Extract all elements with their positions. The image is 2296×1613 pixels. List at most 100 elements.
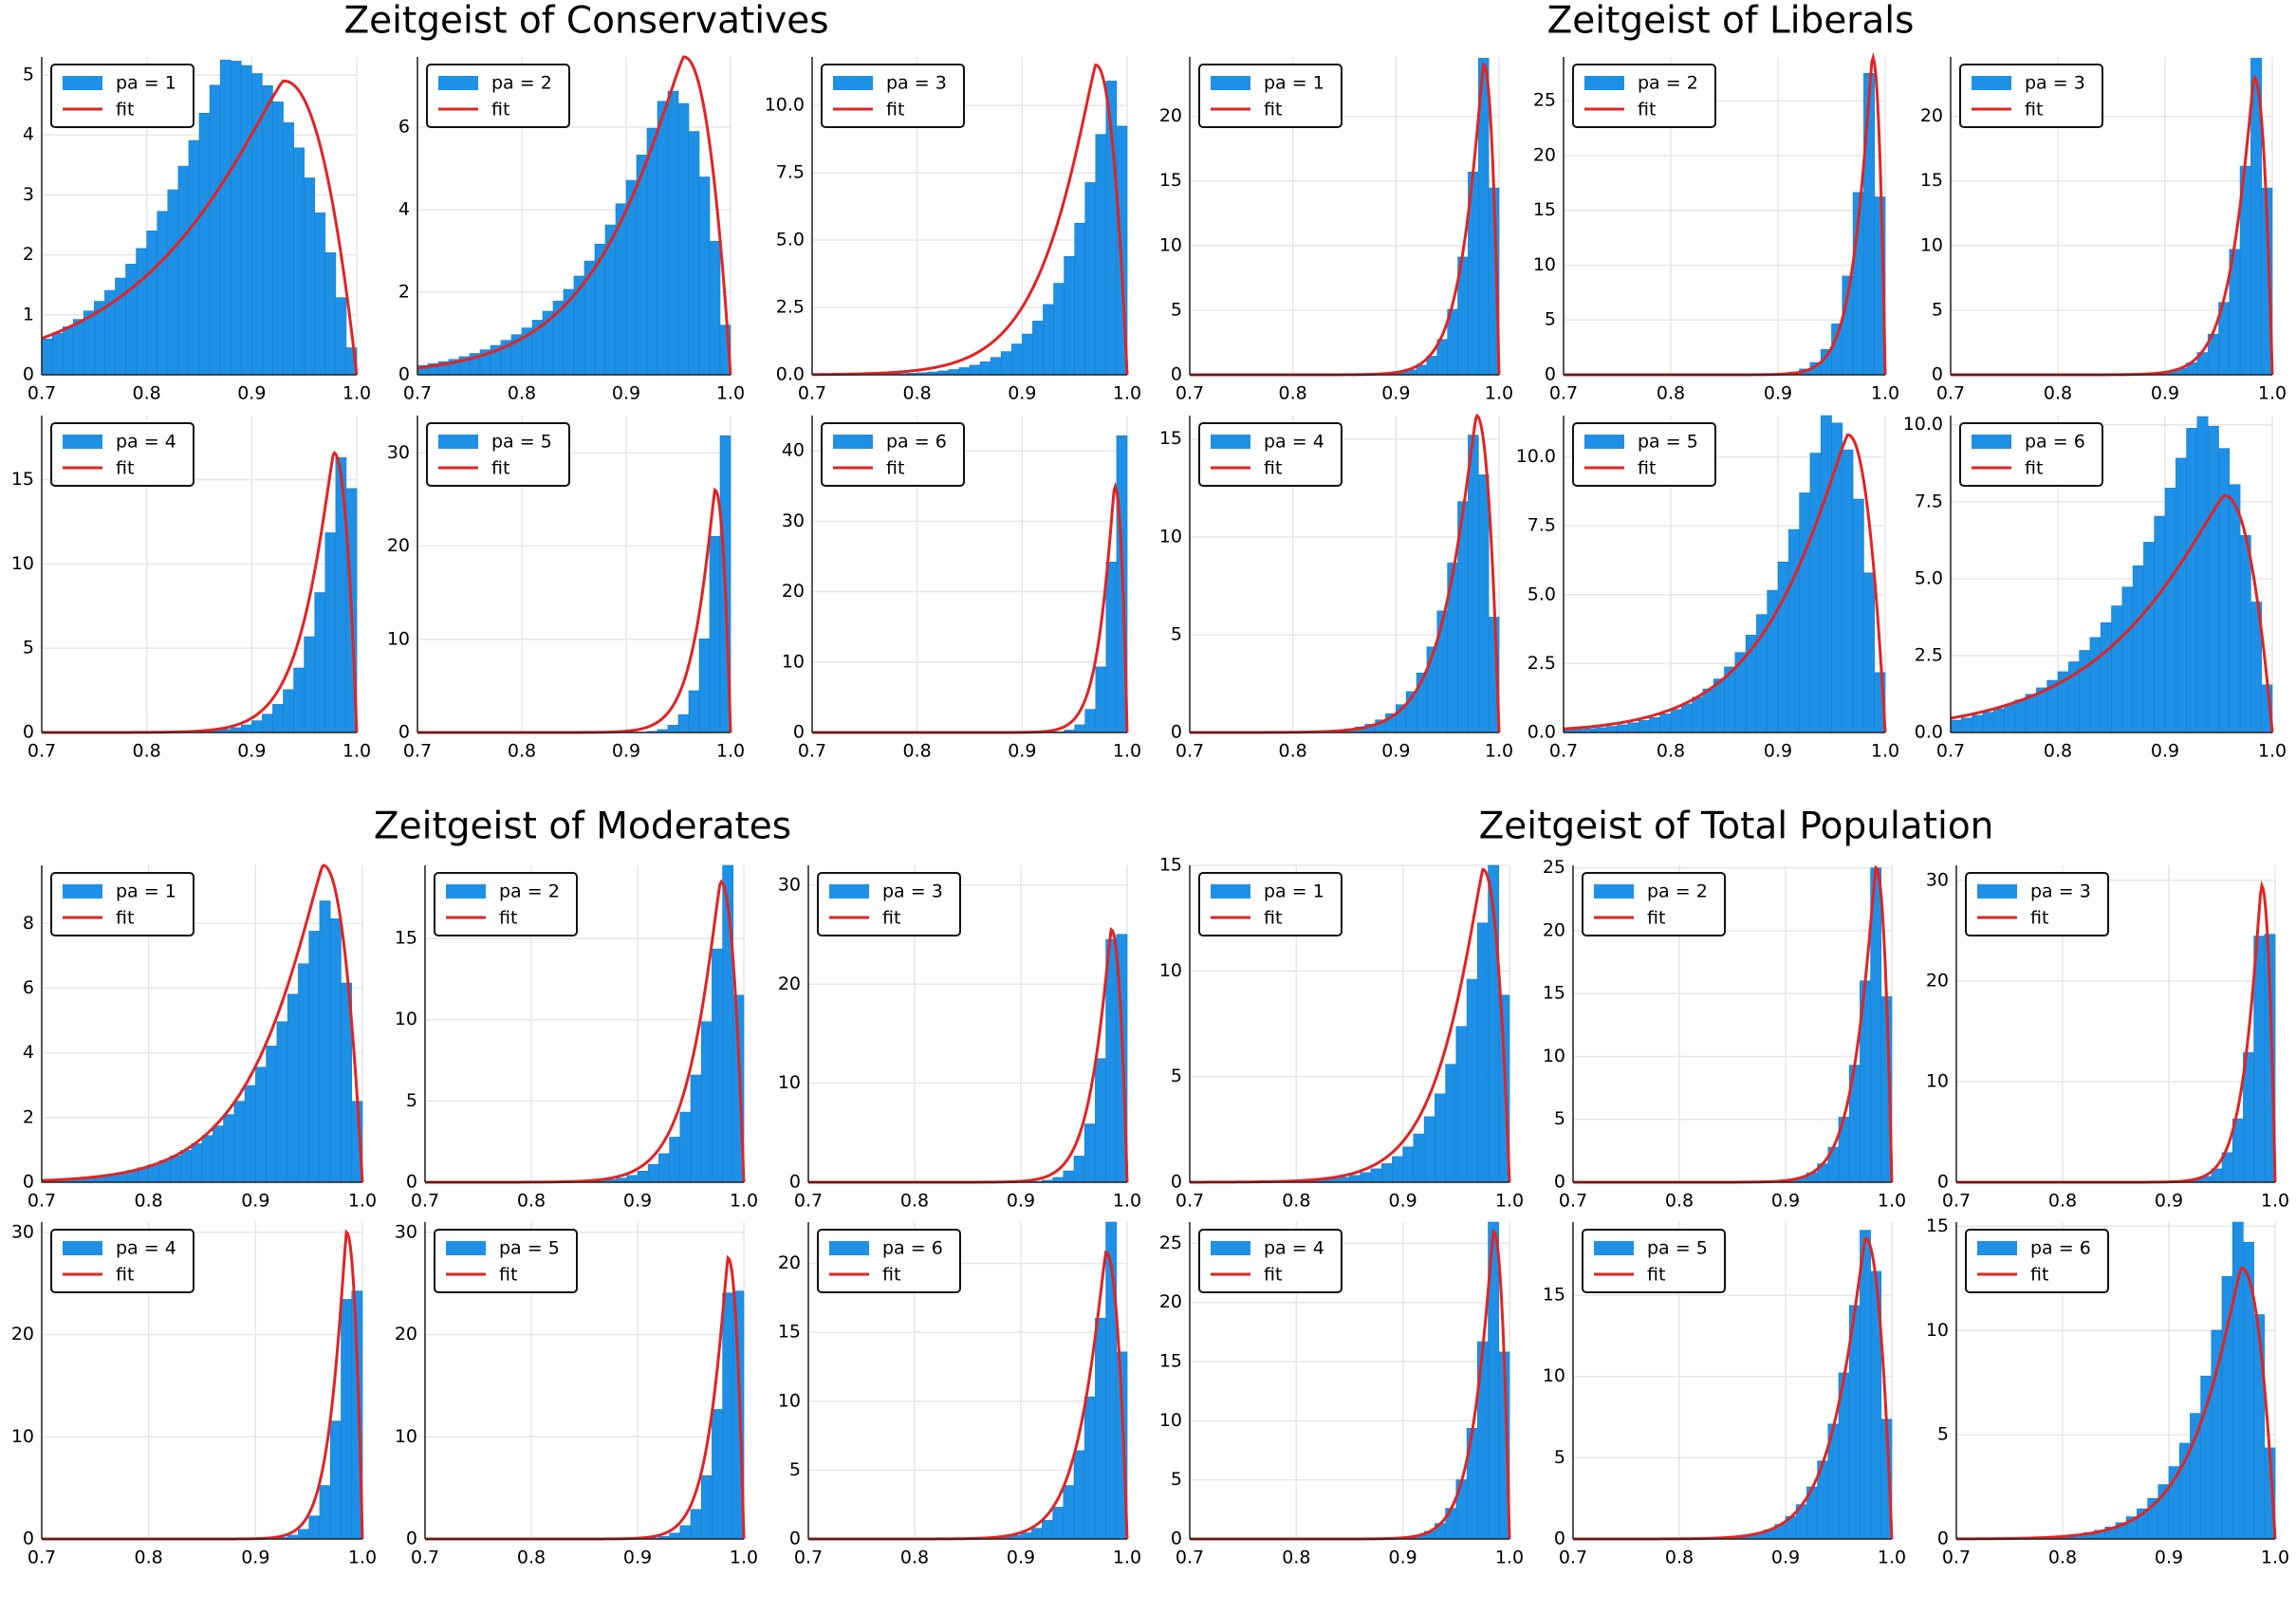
legend-series-label: pa = 2 (1647, 881, 1708, 902)
x-tick-label: 0.9 (1764, 741, 1792, 762)
histogram-bar (637, 1170, 649, 1183)
x-tick-label: 0.8 (903, 741, 932, 762)
y-tick-label: 15 (1159, 428, 1182, 449)
legend-hist-swatch (1584, 76, 1624, 90)
histogram-bar (319, 1485, 331, 1540)
histogram-bar (230, 727, 242, 733)
legend: pa = 5 fit (426, 422, 570, 487)
legend: pa = 2 fit (1582, 872, 1726, 936)
histogram-bar (1053, 283, 1065, 376)
histogram-bar (1083, 1123, 1096, 1183)
histogram-bar (1638, 720, 1650, 733)
subplot-panel: 0.7 0.8 0.9 1.0 0.0 2.5 5.0 7.5 10.0 pa = 6 fit (1903, 414, 2287, 761)
histogram-bar (2132, 565, 2144, 733)
x-tick-label: 1.0 (1485, 383, 1513, 404)
legend: pa = 5 fit (1572, 422, 1716, 487)
histogram-bar (180, 1150, 193, 1183)
legend-hist-swatch (833, 435, 873, 449)
histogram-bar (669, 1532, 681, 1540)
x-tick-label: 0.9 (237, 383, 266, 404)
y-tick-label: 10 (1159, 960, 1182, 981)
histogram-bar (272, 704, 284, 733)
y-tick-label: 20 (1159, 1291, 1182, 1312)
histogram-bar (2229, 484, 2241, 733)
histogram-bar (2079, 650, 2091, 733)
x-tick-label: 0.7 (794, 1548, 823, 1568)
y-tick-label: 2 (23, 1106, 34, 1127)
histogram-bar (1095, 134, 1107, 376)
histogram-bar (276, 1021, 288, 1183)
y-tick-label: 2.5 (1528, 653, 1556, 674)
legend-fit-label: fit (1264, 908, 1282, 929)
histogram-bar (1992, 708, 2005, 733)
histogram-bar (272, 102, 284, 376)
legend-series-label: pa = 3 (886, 73, 947, 94)
y-tick-label: 2 (23, 244, 34, 265)
histogram-bar (1477, 922, 1489, 1183)
x-tick-label: 0.8 (1665, 1191, 1694, 1212)
y-tick-label: 30 (387, 442, 410, 463)
histogram-bar (201, 1135, 213, 1183)
y-tick-label: 5 (406, 1090, 417, 1111)
legend-fit-label: fit (1264, 458, 1282, 479)
legend: pa = 3 fit (1965, 872, 2109, 936)
histogram-bar (198, 113, 211, 376)
histogram-bar (1063, 1170, 1075, 1183)
legend-fit-label: fit (1647, 1265, 1665, 1286)
histogram-bar (2111, 605, 2123, 733)
histogram-bar (136, 248, 147, 376)
legend-fit-label: fit (2030, 1265, 2048, 1286)
legend: pa = 6 fit (817, 1229, 961, 1293)
y-tick-label: 15 (778, 1322, 801, 1343)
y-tick-label: 1 (23, 304, 34, 324)
y-tick-label: 7.5 (1915, 491, 1943, 511)
y-tick-label: 0 (1554, 1172, 1565, 1193)
y-tick-label: 15 (1926, 1215, 1949, 1236)
y-tick-label: 0 (23, 1529, 34, 1549)
y-tick-label: 15 (1543, 1285, 1565, 1306)
histogram-bar (1863, 73, 1876, 376)
histogram-bar (667, 724, 679, 733)
histogram-bar (1000, 351, 1012, 376)
histogram-bar (177, 165, 190, 376)
x-tick-label: 0.9 (1771, 1548, 1800, 1568)
legend-hist-swatch (438, 76, 478, 90)
x-tick-label: 0.7 (1176, 383, 1204, 404)
x-tick-label: 0.8 (1279, 383, 1307, 404)
histogram-bar (262, 714, 273, 733)
histogram-bar (2100, 621, 2112, 733)
legend-fit-label: fit (886, 100, 904, 121)
histogram-bar (1455, 1026, 1468, 1183)
histogram-bar (219, 59, 231, 376)
y-tick-label: 30 (11, 1221, 34, 1242)
legend: pa = 1 fit (50, 64, 194, 128)
x-tick-label: 1.0 (716, 741, 745, 762)
legend-series-label: pa = 1 (116, 73, 176, 94)
histogram-bar (712, 948, 723, 1183)
y-tick-label: 4 (398, 198, 410, 219)
x-tick-label: 0.7 (1549, 383, 1578, 404)
histogram-bar (2164, 488, 2176, 733)
legend: pa = 4 fit (1198, 1229, 1342, 1293)
legend-hist-swatch (833, 76, 873, 90)
histogram-bar (958, 367, 971, 376)
y-tick-label: 10 (1920, 234, 1943, 255)
histogram-bar (1788, 528, 1800, 733)
histogram-bar (698, 176, 711, 376)
x-tick-label: 0.9 (1764, 383, 1792, 404)
x-tick-label: 0.7 (794, 1191, 823, 1212)
histogram-bar (1756, 614, 1768, 733)
y-tick-label: 20 (11, 1324, 34, 1344)
histogram-bar (1095, 1317, 1106, 1540)
histogram-bar (188, 139, 200, 376)
y-tick-label: 5.0 (1528, 584, 1556, 604)
x-tick-label: 1.0 (730, 1191, 758, 1212)
group-title: Zeitgeist of Moderates (374, 806, 791, 848)
legend: pa = 4 fit (50, 422, 194, 487)
x-tick-label: 0.9 (2151, 383, 2179, 404)
histogram-bar (1649, 716, 1661, 733)
histogram-bar (647, 1163, 659, 1183)
histogram-bar (2186, 428, 2198, 733)
x-tick-label: 0.8 (2048, 1548, 2077, 1568)
histogram-bar (636, 155, 648, 376)
